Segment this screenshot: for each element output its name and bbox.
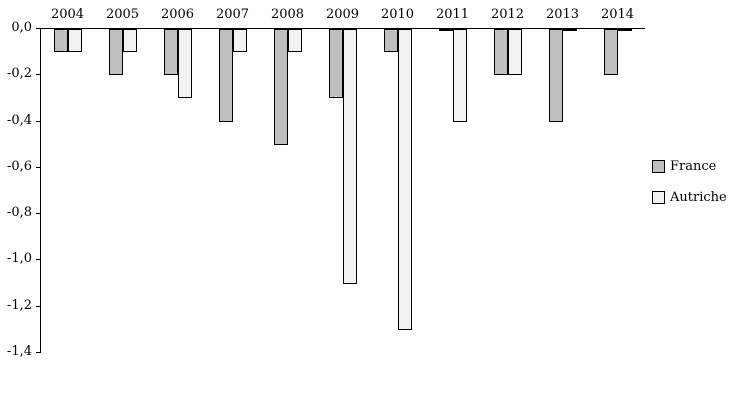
bar-autriche-2014: [618, 29, 632, 31]
bar-france-2007: [219, 29, 233, 122]
y-axis-line: [40, 28, 41, 353]
y-tick-mark: [36, 74, 40, 75]
y-tick-mark: [36, 167, 40, 168]
bar-france-2009: [329, 29, 343, 98]
y-tick-label: -1,4: [6, 344, 32, 359]
bar-autriche-2006: [178, 29, 192, 98]
y-tick-mark: [36, 259, 40, 260]
x-category-label: 2006: [160, 7, 195, 22]
legend-item-autriche: Autriche: [652, 190, 727, 205]
y-tick-mark: [36, 28, 40, 29]
y-tick-label: -0,4: [6, 113, 32, 128]
bar-autriche-2005: [123, 29, 137, 52]
bar-france-2006: [164, 29, 178, 75]
y-tick-mark: [36, 352, 40, 353]
y-tick-label: -1,2: [6, 298, 32, 313]
legend-item-france: France: [652, 159, 727, 174]
bar-france-2012: [494, 29, 508, 75]
x-category-label: 2009: [325, 7, 360, 22]
y-tick-mark: [36, 213, 40, 214]
legend-label: Autriche: [670, 190, 727, 205]
x-category-label: 2014: [600, 7, 635, 22]
bar-france-2005: [109, 29, 123, 75]
legend-swatch-icon: [652, 191, 665, 204]
x-category-label: 2012: [490, 7, 525, 22]
y-tick-label: 0,0: [11, 20, 32, 35]
x-category-label: 2011: [435, 7, 470, 22]
y-tick-label: -0,6: [6, 159, 32, 174]
x-category-label: 2010: [380, 7, 415, 22]
bar-autriche-2009: [343, 29, 357, 284]
bar-france-2011: [439, 29, 453, 31]
x-category-label: 2008: [270, 7, 305, 22]
x-category-label: 2005: [105, 7, 140, 22]
y-tick-mark: [36, 306, 40, 307]
x-category-label: 2004: [50, 7, 85, 22]
x-category-label: 2013: [545, 7, 580, 22]
y-tick-label: -0,8: [6, 205, 32, 220]
legend-swatch-icon: [652, 160, 665, 173]
bar-france-2013: [549, 29, 563, 122]
y-tick-mark: [36, 121, 40, 122]
bar-france-2008: [274, 29, 288, 145]
bar-france-2004: [54, 29, 68, 52]
bar-france-2010: [384, 29, 398, 52]
bar-autriche-2013: [563, 29, 577, 31]
bar-autriche-2012: [508, 29, 522, 75]
legend-label: France: [670, 159, 717, 174]
x-axis-line: [40, 28, 645, 29]
bar-autriche-2007: [233, 29, 247, 52]
legend: France Autriche: [652, 159, 727, 221]
bar-autriche-2011: [453, 29, 467, 122]
y-tick-label: -1,0: [6, 251, 32, 266]
bar-autriche-2008: [288, 29, 302, 52]
x-category-label: 2007: [215, 7, 250, 22]
bar-france-2014: [604, 29, 618, 75]
bar-autriche-2010: [398, 29, 412, 330]
y-tick-label: -0,2: [6, 66, 32, 81]
bar-autriche-2004: [68, 29, 82, 52]
